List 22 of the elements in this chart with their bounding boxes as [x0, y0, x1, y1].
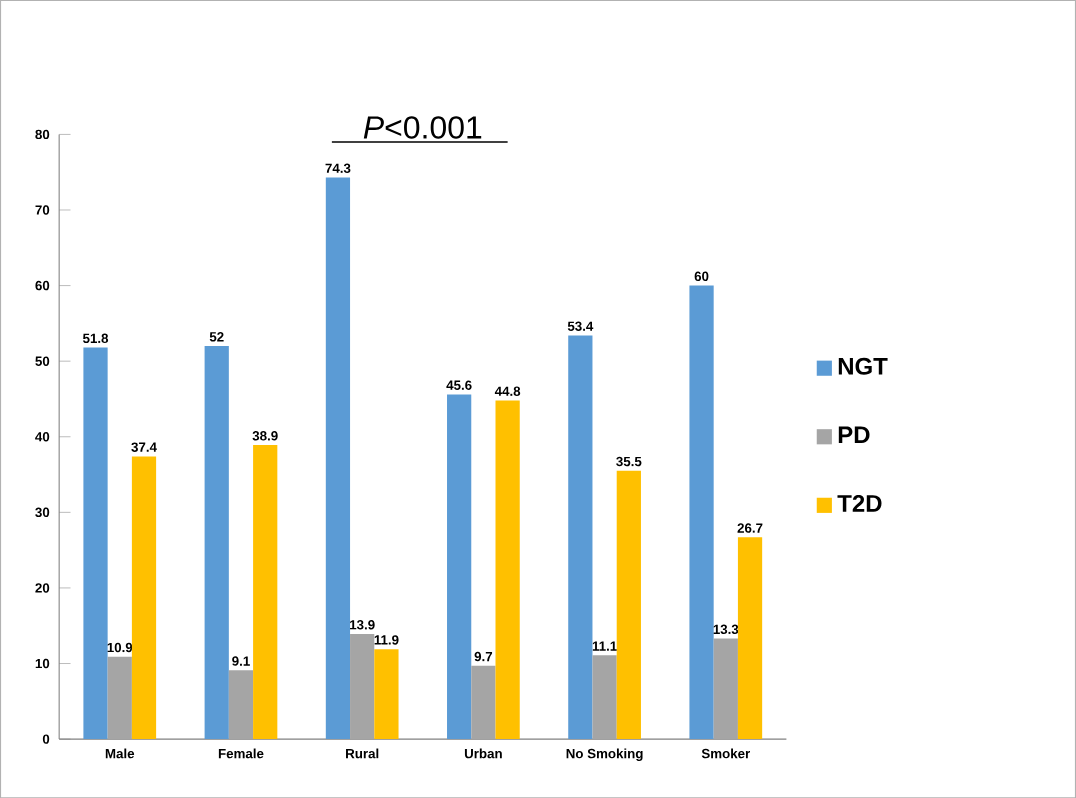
legend-label: T2D — [837, 494, 882, 512]
bar — [689, 285, 714, 739]
bar — [737, 537, 763, 739]
bar — [83, 347, 108, 739]
bar — [592, 655, 617, 739]
bar — [228, 670, 254, 739]
bar — [350, 633, 375, 739]
bar — [713, 638, 738, 739]
bar — [107, 656, 132, 739]
legend-label: PD — [838, 426, 870, 443]
bar — [131, 456, 157, 739]
bar — [471, 665, 496, 739]
bar — [204, 345, 229, 739]
bar — [253, 444, 278, 739]
bar — [325, 177, 351, 739]
bar — [568, 335, 593, 739]
bar — [374, 649, 399, 739]
bar — [616, 470, 641, 739]
legend-label: NGT — [838, 357, 888, 375]
annotation: P<0.001 — [363, 116, 482, 139]
bar — [447, 394, 472, 739]
bar — [495, 400, 520, 739]
